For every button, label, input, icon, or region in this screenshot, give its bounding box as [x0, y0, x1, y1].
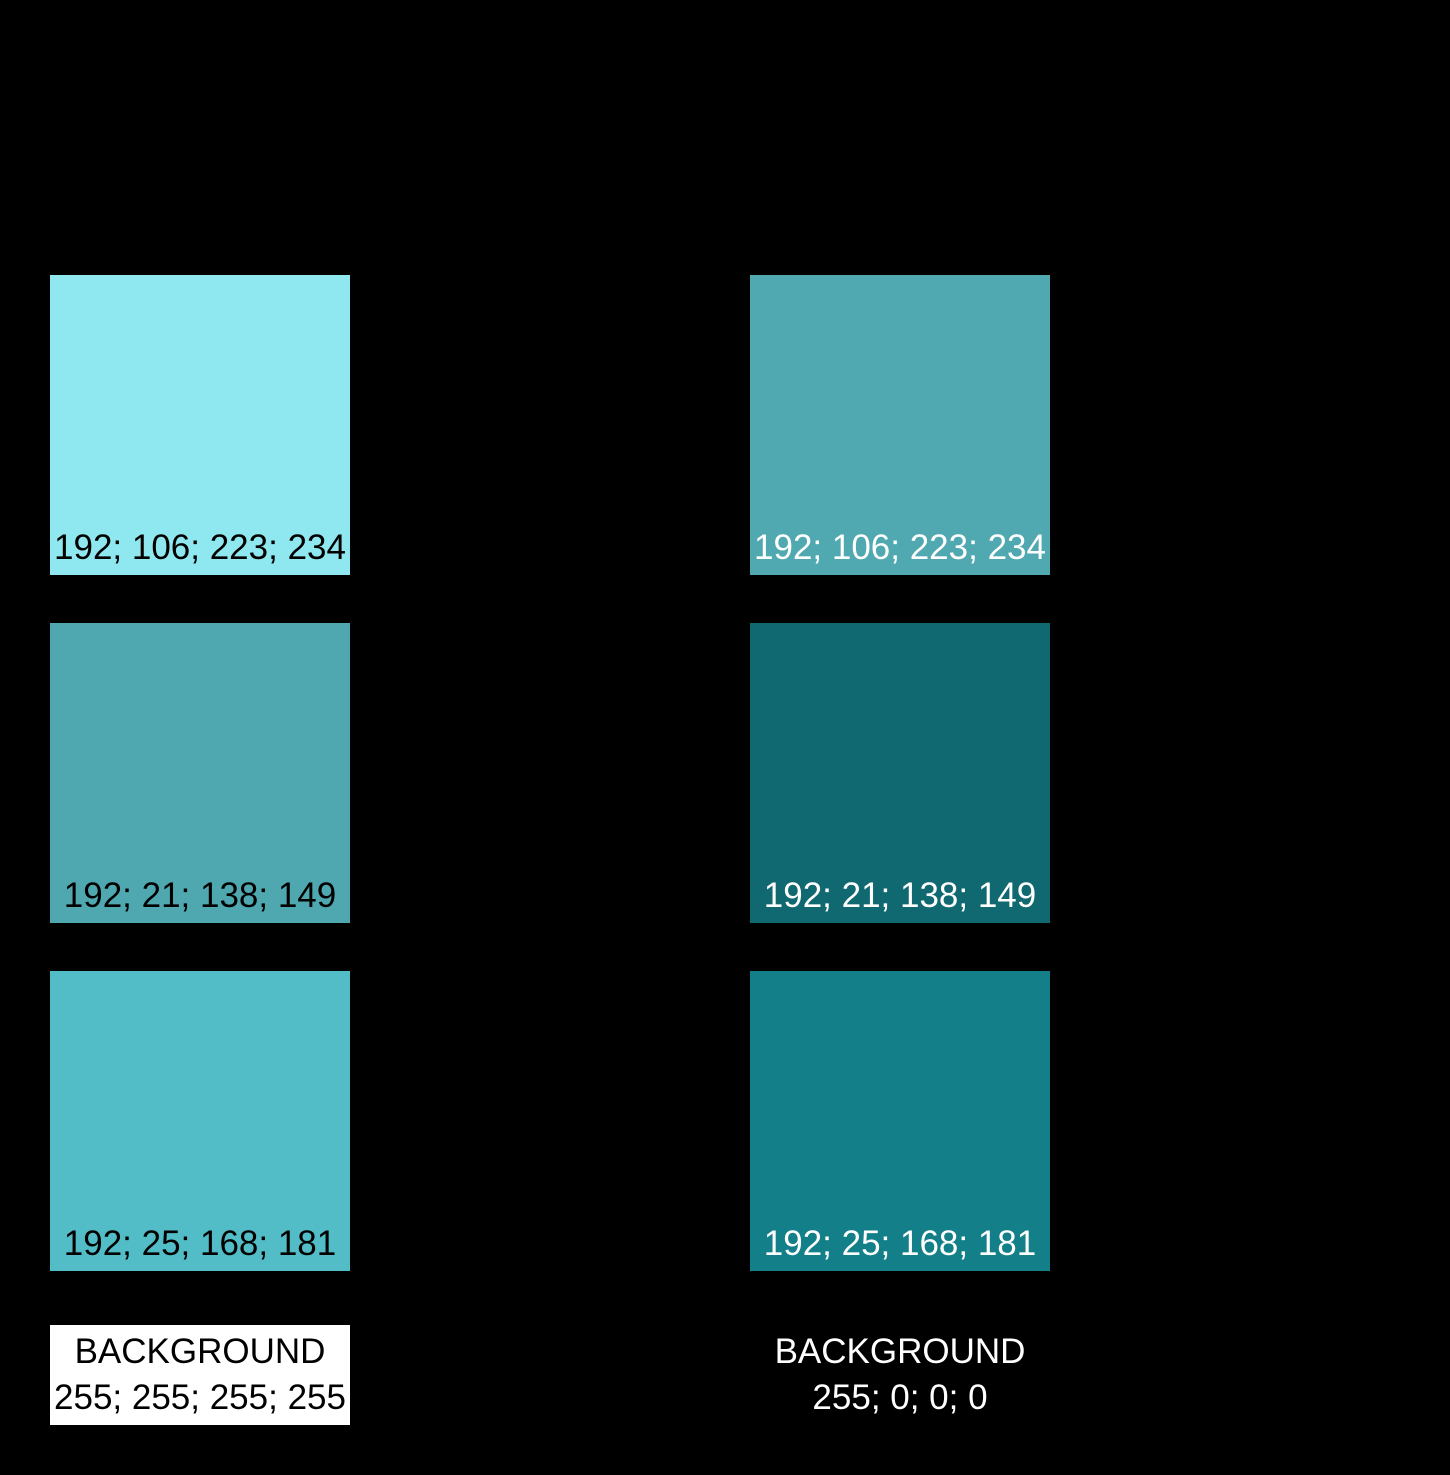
background-card-value: 255; 0; 0; 0	[812, 1378, 988, 1417]
background-card-value: 255; 255; 255; 255	[54, 1378, 346, 1417]
swatch-argb-label: 192; 21; 138; 149	[763, 876, 1037, 915]
swatch-argb-label: 192; 25; 168; 181	[763, 1224, 1037, 1263]
swatch-on-black-3: 192; 25; 168; 181	[750, 971, 1050, 1271]
swatch-on-white-3: 192; 25; 168; 181	[50, 971, 350, 1271]
swatch-on-white-2: 192; 21; 138; 149	[50, 623, 350, 923]
swatch-argb-label: 192; 106; 223; 234	[754, 528, 1046, 567]
swatch-argb-label: 192; 21; 138; 149	[63, 876, 337, 915]
background-card-title: BACKGROUND	[74, 1332, 326, 1371]
background-card-title: BACKGROUND	[774, 1332, 1026, 1371]
background-card-black: BACKGROUND 255; 0; 0; 0	[750, 1325, 1050, 1425]
swatch-argb-label: 192; 106; 223; 234	[54, 528, 346, 567]
swatch-on-black-1: 192; 106; 223; 234	[750, 275, 1050, 575]
background-card-white: BACKGROUND 255; 255; 255; 255	[50, 1325, 350, 1425]
swatch-argb-label: 192; 25; 168; 181	[63, 1224, 337, 1263]
swatch-on-black-2: 192; 21; 138; 149	[750, 623, 1050, 923]
swatch-on-white-1: 192; 106; 223; 234	[50, 275, 350, 575]
